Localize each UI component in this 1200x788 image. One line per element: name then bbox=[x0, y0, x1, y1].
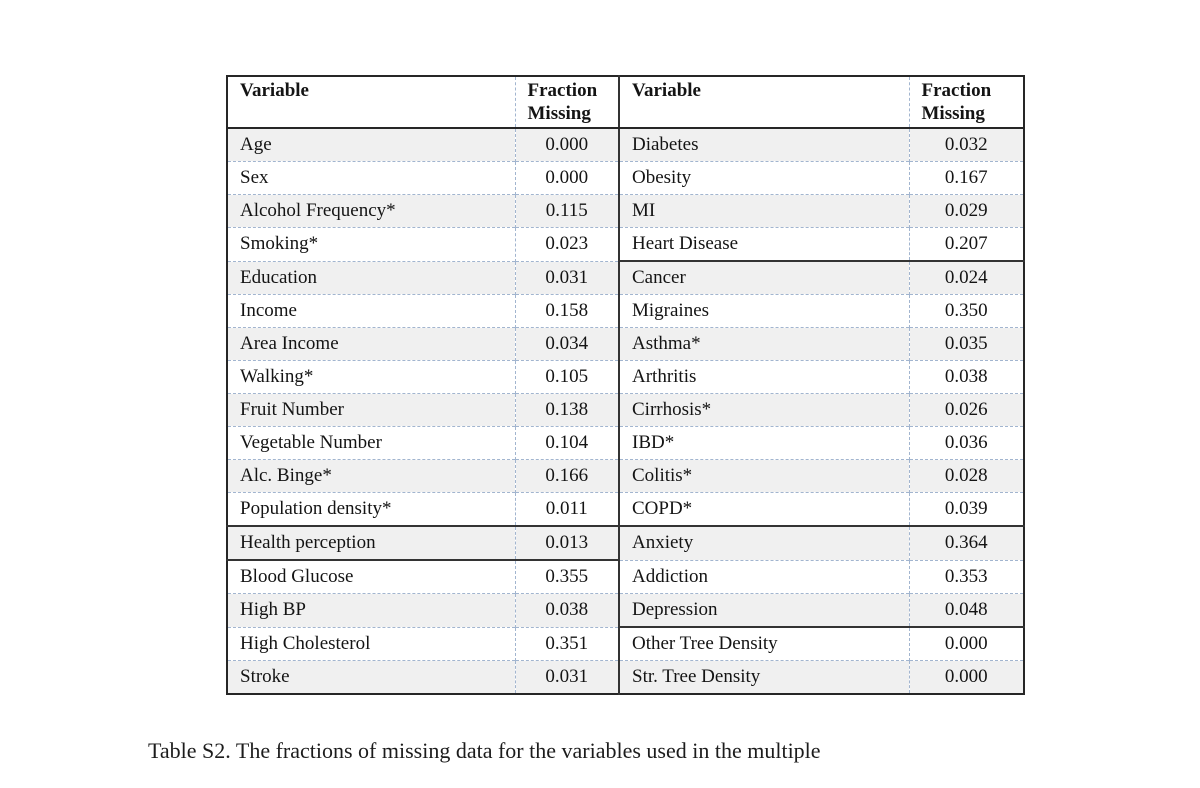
fraction-missing-cell: 0.048 bbox=[909, 593, 1024, 627]
variable-cell: Arthritis bbox=[619, 360, 910, 394]
variable-cell: Obesity bbox=[619, 161, 910, 195]
table-row: Sex 0.000 Obesity 0.167 bbox=[227, 161, 1024, 195]
variable-cell: Population density* bbox=[227, 492, 516, 526]
table-row: Smoking* 0.023 Heart Disease 0.207 bbox=[227, 227, 1024, 261]
table-row: Alcohol Frequency* 0.115 MI 0.029 bbox=[227, 194, 1024, 228]
col-header-variable-left: Variable bbox=[227, 76, 516, 129]
fraction-missing-cell: 0.035 bbox=[909, 327, 1024, 361]
variable-cell: Alc. Binge* bbox=[227, 459, 516, 493]
fraction-missing-cell: 0.353 bbox=[909, 559, 1024, 594]
variable-cell: Cancer bbox=[619, 260, 910, 295]
variable-cell: MI bbox=[619, 194, 910, 228]
table-row: Health perception 0.013 Anxiety 0.364 bbox=[227, 525, 1024, 560]
variable-cell: Alcohol Frequency* bbox=[227, 194, 516, 228]
variable-cell: Stroke bbox=[227, 660, 516, 694]
table-row: Alc. Binge* 0.166 Colitis* 0.028 bbox=[227, 459, 1024, 493]
fraction-missing-cell: 0.023 bbox=[515, 227, 620, 261]
variable-cell: Walking* bbox=[227, 360, 516, 394]
variable-cell: Colitis* bbox=[619, 459, 910, 493]
variable-cell: Income bbox=[227, 294, 516, 328]
fraction-missing-cell: 0.000 bbox=[909, 660, 1024, 694]
fraction-missing-cell: 0.351 bbox=[515, 626, 620, 661]
fraction-missing-cell: 0.158 bbox=[515, 294, 620, 328]
variable-cell: Addiction bbox=[619, 559, 910, 594]
fraction-missing-cell: 0.000 bbox=[515, 128, 620, 162]
variable-cell: Smoking* bbox=[227, 227, 516, 261]
table-row: Blood Glucose 0.355 Addiction 0.353 bbox=[227, 559, 1024, 594]
fraction-missing-cell: 0.038 bbox=[515, 593, 620, 627]
col-header-fraction-left: Fraction Missing bbox=[515, 76, 620, 129]
fraction-missing-cell: 0.034 bbox=[515, 327, 620, 361]
table-row: Vegetable Number 0.104 IBD* 0.036 bbox=[227, 426, 1024, 460]
fraction-missing-cell: 0.038 bbox=[909, 360, 1024, 394]
variable-cell: Blood Glucose bbox=[227, 559, 516, 594]
fraction-missing-cell: 0.031 bbox=[515, 260, 620, 295]
table-row: Walking* 0.105 Arthritis 0.038 bbox=[227, 360, 1024, 394]
variable-cell: Sex bbox=[227, 161, 516, 195]
fraction-missing-cell: 0.028 bbox=[909, 459, 1024, 493]
variable-cell: Anxiety bbox=[619, 525, 910, 560]
missing-data-table: Variable Fraction Missing Variable Fract… bbox=[226, 75, 1025, 695]
fraction-missing-cell: 0.026 bbox=[909, 393, 1024, 427]
fraction-missing-cell: 0.115 bbox=[515, 194, 620, 228]
fraction-missing-cell: 0.207 bbox=[909, 227, 1024, 261]
fraction-missing-cell: 0.036 bbox=[909, 426, 1024, 460]
fraction-missing-cell: 0.039 bbox=[909, 492, 1024, 526]
variable-cell: COPD* bbox=[619, 492, 910, 526]
variable-cell: Vegetable Number bbox=[227, 426, 516, 460]
variable-cell: Heart Disease bbox=[619, 227, 910, 261]
fraction-missing-cell: 0.000 bbox=[515, 161, 620, 195]
table-row: Income 0.158 Migraines 0.350 bbox=[227, 294, 1024, 328]
fraction-missing-cell: 0.104 bbox=[515, 426, 620, 460]
fraction-missing-cell: 0.166 bbox=[515, 459, 620, 493]
variable-cell: Asthma* bbox=[619, 327, 910, 361]
table-body: Age 0.000 Diabetes 0.032 Sex 0.000 Obesity 0.16… bbox=[227, 128, 1024, 694]
col-header-fraction-right: Fraction Missing bbox=[909, 76, 1024, 129]
fraction-missing-cell: 0.350 bbox=[909, 294, 1024, 328]
variable-cell: Diabetes bbox=[619, 128, 910, 162]
variable-cell: Age bbox=[227, 128, 516, 162]
variable-cell: IBD* bbox=[619, 426, 910, 460]
variable-cell: Health perception bbox=[227, 525, 516, 560]
variable-cell: Depression bbox=[619, 593, 910, 627]
table-caption: Table S2. The fractions of missing data … bbox=[148, 672, 1128, 788]
table-row: Area Income 0.034 Asthma* 0.035 bbox=[227, 327, 1024, 361]
fraction-missing-cell: 0.167 bbox=[909, 161, 1024, 195]
table-row: Fruit Number 0.138 Cirrhosis* 0.026 bbox=[227, 393, 1024, 427]
table-row: Education 0.031 Cancer 0.024 bbox=[227, 260, 1024, 295]
fraction-missing-cell: 0.032 bbox=[909, 128, 1024, 162]
col-header-variable-right: Variable bbox=[619, 76, 910, 129]
variable-cell: Migraines bbox=[619, 294, 910, 328]
fraction-missing-cell: 0.364 bbox=[909, 525, 1024, 560]
fraction-missing-cell: 0.011 bbox=[515, 492, 620, 526]
variable-cell: High BP bbox=[227, 593, 516, 627]
fraction-missing-cell: 0.105 bbox=[515, 360, 620, 394]
fraction-missing-cell: 0.000 bbox=[909, 626, 1024, 661]
fraction-missing-cell: 0.138 bbox=[515, 393, 620, 427]
fraction-missing-cell: 0.031 bbox=[515, 660, 620, 694]
table-row: Stroke 0.031 Str. Tree Density 0.000 bbox=[227, 660, 1024, 694]
table-row: Population density* 0.011 COPD* 0.039 bbox=[227, 492, 1024, 526]
variable-cell: Cirrhosis* bbox=[619, 393, 910, 427]
table-row: High Cholesterol 0.351 Other Tree Density 0… bbox=[227, 626, 1024, 661]
fraction-missing-cell: 0.024 bbox=[909, 260, 1024, 295]
table-row: Age 0.000 Diabetes 0.032 bbox=[227, 128, 1024, 162]
fraction-missing-cell: 0.013 bbox=[515, 525, 620, 560]
variable-cell: Str. Tree Density bbox=[619, 660, 910, 694]
variable-cell: Other Tree Density bbox=[619, 626, 910, 661]
header-row: Variable Fraction Missing Variable Fract… bbox=[227, 76, 1024, 129]
variable-cell: Education bbox=[227, 260, 516, 295]
variable-cell: Fruit Number bbox=[227, 393, 516, 427]
variable-cell: High Cholesterol bbox=[227, 626, 516, 661]
fraction-missing-cell: 0.355 bbox=[515, 559, 620, 594]
variable-cell: Area Income bbox=[227, 327, 516, 361]
caption-line: Table S2. The fractions of missing data … bbox=[148, 738, 821, 763]
table-row: High BP 0.038 Depression 0.048 bbox=[227, 593, 1024, 627]
fraction-missing-cell: 0.029 bbox=[909, 194, 1024, 228]
